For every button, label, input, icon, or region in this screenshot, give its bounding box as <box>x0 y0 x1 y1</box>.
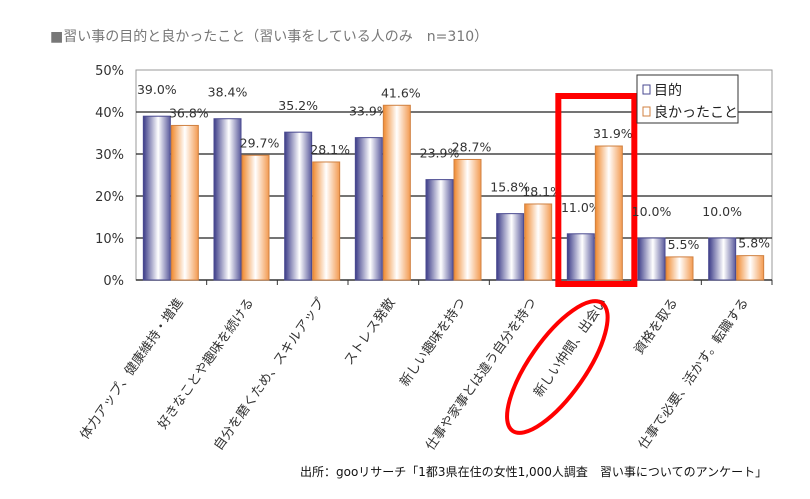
data-label: 35.2% <box>278 98 318 113</box>
y-tick-label: 0% <box>103 274 124 289</box>
highlight-box <box>555 93 638 287</box>
bar-purpose <box>142 115 171 281</box>
y-tick-label: 50% <box>95 64 124 79</box>
bar-purpose <box>425 179 454 281</box>
data-label: 10.0% <box>632 204 672 219</box>
data-label: 18.1% <box>522 184 562 199</box>
y-tick-label: 10% <box>95 232 124 247</box>
bar-result <box>736 255 765 281</box>
bar-purpose <box>213 118 242 281</box>
y-tick-label: 30% <box>95 148 124 163</box>
data-label: 38.4% <box>208 85 248 100</box>
data-label: 29.7% <box>240 135 280 150</box>
bar-purpose <box>637 237 666 281</box>
bar-result <box>453 158 482 281</box>
data-label: 5.8% <box>738 236 770 251</box>
bar-result <box>665 256 694 281</box>
legend-box <box>636 74 739 124</box>
bar-result <box>312 161 341 281</box>
data-label: 39.0% <box>137 82 177 97</box>
x-category-label: ストレス発散 <box>342 296 399 369</box>
highlight-ellipse <box>505 299 610 435</box>
data-label: 31.9% <box>593 126 633 141</box>
data-label: 5.5% <box>668 237 700 252</box>
data-label: 28.1% <box>310 142 350 157</box>
data-label: 23.9% <box>420 146 460 161</box>
y-tick-label: 20% <box>95 190 124 205</box>
legend-swatch <box>642 84 651 95</box>
x-category-label: 資格を取る <box>631 295 681 357</box>
data-label: 33.9% <box>349 104 389 119</box>
bar-result <box>241 154 270 281</box>
bar-result <box>382 104 411 281</box>
data-label: 10.0% <box>702 204 742 219</box>
bar-result <box>594 145 623 281</box>
x-category-label: 新しい趣味を持つ <box>397 295 470 389</box>
bar-purpose <box>354 137 383 281</box>
bar-result <box>524 203 553 281</box>
chart-title: ■習い事の目的と良かったこと（習い事をしている人のみ n=310） <box>50 29 489 45</box>
bar-purpose <box>566 233 595 281</box>
bar-result <box>170 124 199 281</box>
bar-purpose <box>496 213 525 281</box>
source-note: 出所：gooリサーチ「1都3県在住の女性1,000人調査 習い事についてのアンケ… <box>300 465 768 479</box>
data-label: 36.8% <box>169 105 209 120</box>
bar-purpose <box>708 237 737 281</box>
data-label: 41.6% <box>381 85 421 100</box>
data-label: 15.8% <box>490 180 530 195</box>
bar-purpose <box>284 131 313 281</box>
legend-swatch <box>642 106 651 117</box>
data-label: 11.0% <box>561 200 601 215</box>
legend-label: 目的 <box>654 83 682 99</box>
legend-label: 良かったこと <box>654 105 738 121</box>
y-tick-label: 40% <box>95 106 124 121</box>
data-label: 28.7% <box>452 139 492 154</box>
